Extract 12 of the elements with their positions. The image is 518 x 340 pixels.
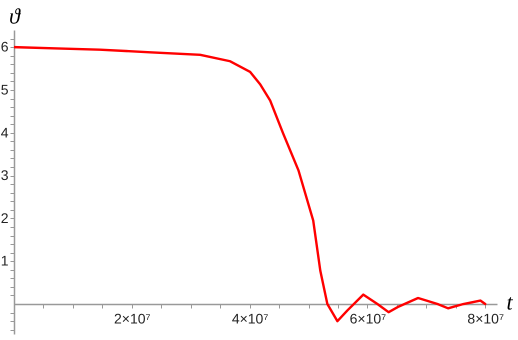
x-tick-label: 2×10⁷: [114, 310, 151, 327]
y-axis-title: ϑ: [9, 4, 22, 28]
y-tick-label: 3: [0, 167, 9, 184]
y-tick-label: 4: [0, 124, 9, 140]
x-tick-label: 4×10⁷: [232, 310, 268, 327]
y-tick-label: 5: [0, 81, 9, 98]
x-tick-label: 6×10⁷: [350, 310, 386, 327]
x-axis-title: t: [506, 290, 514, 315]
y-tick-label: 1: [0, 252, 9, 269]
y-tick-label: 6: [0, 38, 9, 55]
x-tick-label: 8×10⁷: [467, 310, 504, 327]
y-tick-label: 2: [0, 210, 9, 226]
